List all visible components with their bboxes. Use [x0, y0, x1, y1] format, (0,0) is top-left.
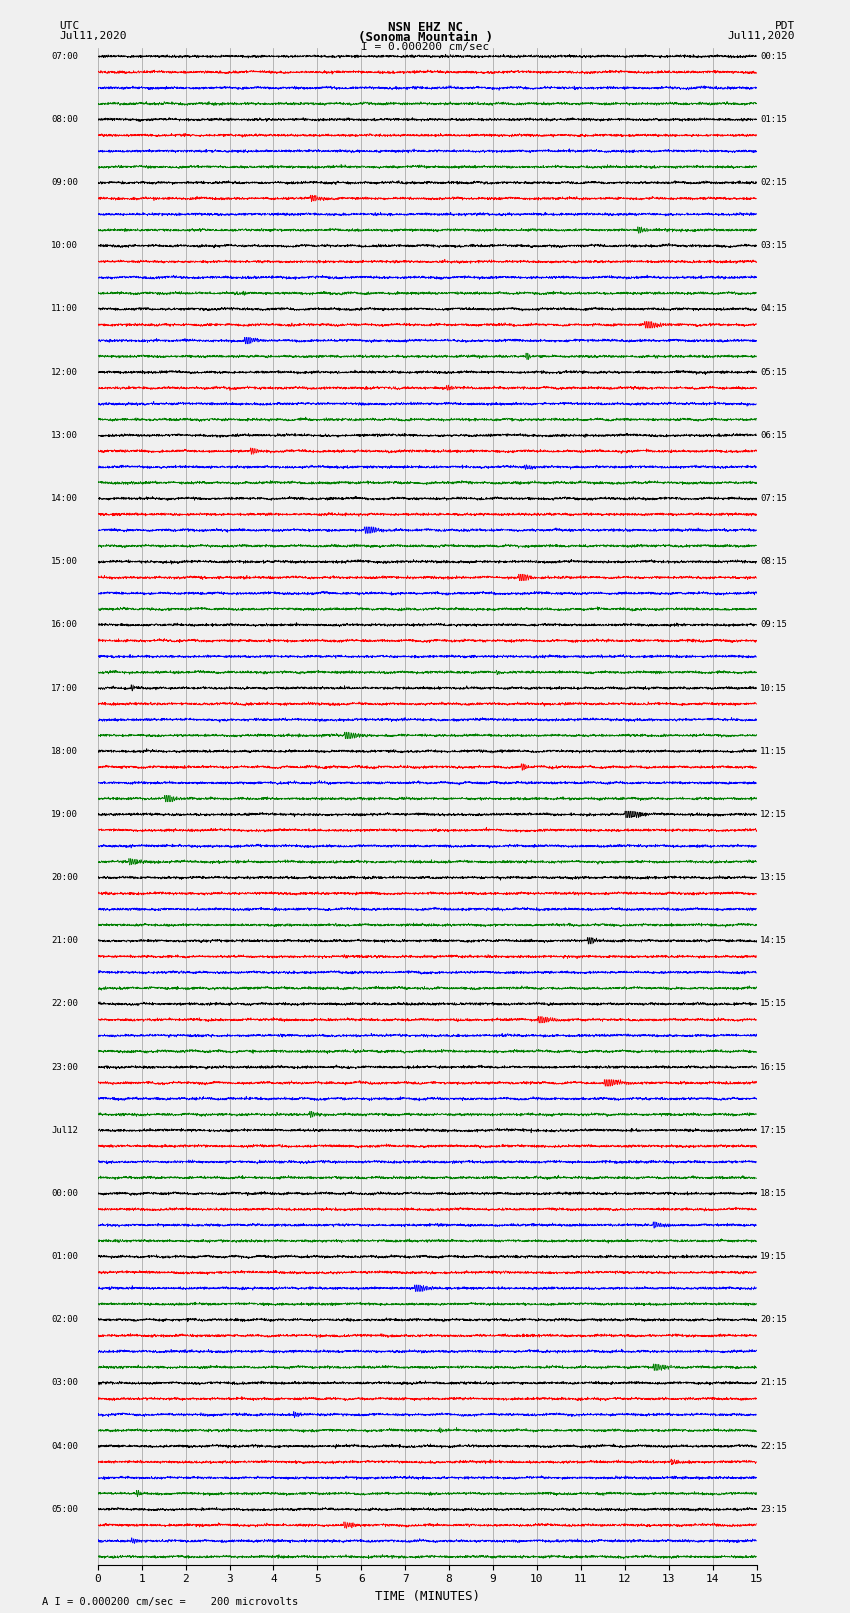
Text: 13:15: 13:15 — [760, 873, 787, 882]
Text: 14:15: 14:15 — [760, 936, 787, 945]
Text: 02:15: 02:15 — [760, 177, 787, 187]
Text: PDT: PDT — [774, 21, 795, 31]
Text: 17:00: 17:00 — [51, 684, 78, 692]
X-axis label: TIME (MINUTES): TIME (MINUTES) — [375, 1590, 479, 1603]
Text: Jul12: Jul12 — [51, 1126, 78, 1136]
Text: 19:00: 19:00 — [51, 810, 78, 819]
Text: 10:00: 10:00 — [51, 242, 78, 250]
Text: 06:15: 06:15 — [760, 431, 787, 440]
Text: Jul11,2020: Jul11,2020 — [728, 31, 795, 40]
Text: 23:00: 23:00 — [51, 1063, 78, 1071]
Text: 07:00: 07:00 — [51, 52, 78, 61]
Text: 13:00: 13:00 — [51, 431, 78, 440]
Text: 07:15: 07:15 — [760, 494, 787, 503]
Text: 08:15: 08:15 — [760, 556, 787, 566]
Text: 01:00: 01:00 — [51, 1252, 78, 1261]
Text: 01:15: 01:15 — [760, 115, 787, 124]
Text: 03:00: 03:00 — [51, 1379, 78, 1387]
Text: 12:00: 12:00 — [51, 368, 78, 377]
Text: 04:00: 04:00 — [51, 1442, 78, 1450]
Text: 05:15: 05:15 — [760, 368, 787, 377]
Text: 15:00: 15:00 — [51, 556, 78, 566]
Text: Jul11,2020: Jul11,2020 — [60, 31, 127, 40]
Text: 18:00: 18:00 — [51, 747, 78, 756]
Text: 17:15: 17:15 — [760, 1126, 787, 1136]
Text: 02:00: 02:00 — [51, 1315, 78, 1324]
Text: 21:00: 21:00 — [51, 936, 78, 945]
Text: 18:15: 18:15 — [760, 1189, 787, 1198]
Text: 09:15: 09:15 — [760, 621, 787, 629]
Text: 23:15: 23:15 — [760, 1505, 787, 1515]
Text: 09:00: 09:00 — [51, 177, 78, 187]
Text: (Sonoma Mountain ): (Sonoma Mountain ) — [358, 31, 492, 44]
Text: 00:00: 00:00 — [51, 1189, 78, 1198]
Text: UTC: UTC — [60, 21, 80, 31]
Text: 12:15: 12:15 — [760, 810, 787, 819]
Text: A I = 0.000200 cm/sec =    200 microvolts: A I = 0.000200 cm/sec = 200 microvolts — [42, 1597, 298, 1607]
Text: 14:00: 14:00 — [51, 494, 78, 503]
Text: 08:00: 08:00 — [51, 115, 78, 124]
Text: 10:15: 10:15 — [760, 684, 787, 692]
Text: 22:15: 22:15 — [760, 1442, 787, 1450]
Text: 21:15: 21:15 — [760, 1379, 787, 1387]
Text: 03:15: 03:15 — [760, 242, 787, 250]
Text: NSN EHZ NC: NSN EHZ NC — [388, 21, 462, 34]
Text: 04:15: 04:15 — [760, 305, 787, 313]
Text: 16:00: 16:00 — [51, 621, 78, 629]
Text: 15:15: 15:15 — [760, 1000, 787, 1008]
Text: 00:15: 00:15 — [760, 52, 787, 61]
Text: 20:00: 20:00 — [51, 873, 78, 882]
Text: I = 0.000200 cm/sec: I = 0.000200 cm/sec — [361, 42, 489, 52]
Text: 22:00: 22:00 — [51, 1000, 78, 1008]
Text: 19:15: 19:15 — [760, 1252, 787, 1261]
Text: 16:15: 16:15 — [760, 1063, 787, 1071]
Text: 11:00: 11:00 — [51, 305, 78, 313]
Text: 11:15: 11:15 — [760, 747, 787, 756]
Text: 05:00: 05:00 — [51, 1505, 78, 1515]
Text: 20:15: 20:15 — [760, 1315, 787, 1324]
